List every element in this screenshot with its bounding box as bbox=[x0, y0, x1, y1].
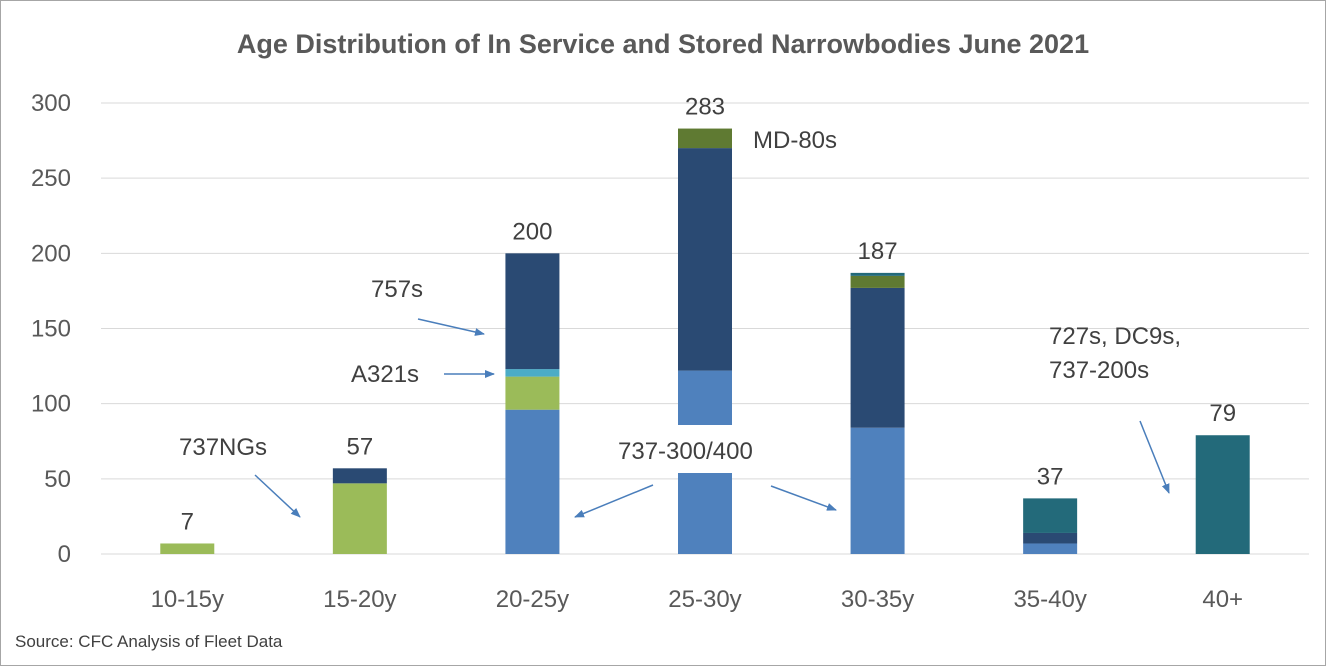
annotation-737-300-400-arrow-left bbox=[574, 484, 654, 518]
source-note: Source: CFC Analysis of Fleet Data bbox=[15, 632, 283, 651]
x-category-label: 15-20y bbox=[323, 586, 396, 613]
annotation-a321s: A321s bbox=[351, 361, 419, 388]
y-tick-label: 200 bbox=[31, 240, 71, 267]
x-category-label: 25-30y bbox=[668, 586, 741, 613]
x-category-label: 30-35y bbox=[841, 586, 914, 613]
bar-segment bbox=[1023, 498, 1078, 533]
bar-segment bbox=[678, 148, 732, 371]
total-label: 283 bbox=[685, 94, 725, 121]
bar-segment bbox=[505, 409, 560, 554]
x-category-label: 40+ bbox=[1202, 586, 1243, 613]
annotation-737-300-400-arrow-right bbox=[770, 485, 837, 511]
total-label: 57 bbox=[347, 433, 374, 460]
bar-segment bbox=[505, 253, 560, 370]
total-label: 200 bbox=[512, 218, 552, 245]
annotation-737ngs-arrow bbox=[254, 474, 301, 518]
y-tick-label: 250 bbox=[31, 165, 71, 192]
total-label: 187 bbox=[858, 238, 898, 265]
bar-segment bbox=[850, 427, 905, 554]
bar-segment bbox=[1195, 435, 1250, 554]
y-tick-label: 100 bbox=[31, 391, 71, 418]
total-label: 79 bbox=[1209, 400, 1236, 427]
chart-title: Age Distribution of In Service and Store… bbox=[237, 29, 1089, 59]
bar-segment bbox=[332, 483, 387, 554]
annotation-md-80s: MD-80s bbox=[753, 127, 837, 154]
annotation-737ngs: 737NGs bbox=[179, 434, 267, 461]
annotation-757s-arrow bbox=[417, 318, 485, 336]
total-label: 37 bbox=[1037, 463, 1064, 490]
x-axis-category-labels: 10-15y 15-20y 20-25y 25-30y 30-35y 35-40y 40+ bbox=[151, 586, 1243, 613]
total-labels: 7 57 200 283 187 37 79 bbox=[181, 94, 1236, 536]
bar-segment bbox=[850, 287, 905, 428]
y-tick-label: 50 bbox=[44, 466, 71, 493]
annotation-727s-dc9s: 727s, DC9s, bbox=[1049, 323, 1181, 350]
total-label: 7 bbox=[181, 508, 194, 535]
y-tick-label: 300 bbox=[31, 90, 71, 117]
y-axis-tick-labels: 0 50 100 150 200 250 300 bbox=[31, 90, 71, 568]
y-tick-label: 0 bbox=[58, 541, 71, 568]
bar-segment bbox=[160, 543, 215, 554]
annotation-737-300-400-background bbox=[613, 425, 793, 473]
annotation-757s: 757s bbox=[371, 276, 423, 303]
bar-segment bbox=[850, 272, 905, 276]
bar-segment bbox=[1023, 532, 1078, 544]
x-category-label: 10-15y bbox=[151, 586, 224, 613]
bar-segment bbox=[850, 275, 905, 288]
x-category-label: 20-25y bbox=[496, 586, 569, 613]
bar-segment bbox=[505, 376, 560, 410]
annotation-737-300-400: 737-300/400 bbox=[618, 438, 753, 465]
bar-segment bbox=[678, 128, 732, 149]
annotation-737-200s: 737-200s bbox=[1049, 357, 1149, 384]
annotation-727s-arrow bbox=[1139, 420, 1170, 494]
bar-segment bbox=[505, 369, 560, 377]
y-tick-label: 150 bbox=[31, 316, 71, 343]
bar-segment bbox=[332, 468, 387, 484]
x-category-label: 35-40y bbox=[1013, 586, 1086, 613]
bar-segment bbox=[1023, 543, 1078, 554]
